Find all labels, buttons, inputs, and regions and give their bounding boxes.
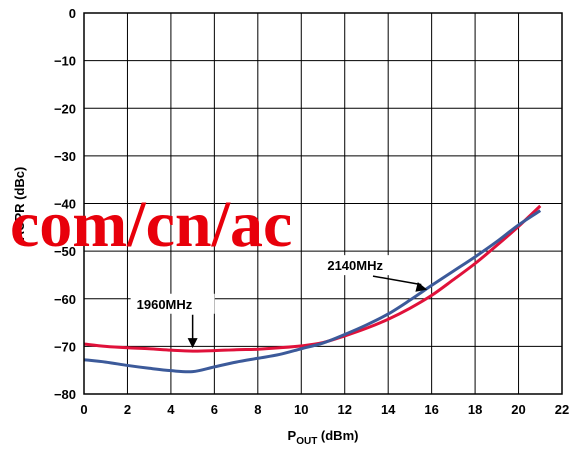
y-tick-label: −70 — [54, 339, 76, 354]
x-tick-label: 14 — [381, 402, 396, 417]
series-layer — [83, 204, 542, 374]
annotation-arrowhead — [415, 282, 428, 292]
y-tick-label: −60 — [54, 292, 76, 307]
x-tick-label: 20 — [511, 402, 525, 417]
x-tick-label: 16 — [424, 402, 438, 417]
x-tick-label: 22 — [555, 402, 569, 417]
annotation-1960mhz: 1960MHz — [137, 297, 193, 312]
y-tick-label: −50 — [54, 244, 76, 259]
annotation-arrowhead — [187, 338, 198, 349]
x-tick-label: 0 — [80, 402, 87, 417]
x-tick-label: 10 — [294, 402, 308, 417]
x-tick-label: 4 — [167, 402, 175, 417]
y-tick-labels: 0 −10 −20 −30 −40 −50 −60 −70 −80 — [54, 6, 76, 402]
x-axis-title: POUT (dBm) — [288, 428, 359, 447]
y-tick-label: 0 — [69, 6, 76, 21]
x-tick-label: 8 — [254, 402, 261, 417]
y-tick-label: −30 — [54, 149, 76, 164]
x-tick-labels: 0 2 4 6 8 10 12 14 16 18 20 22 — [80, 402, 569, 417]
y-axis-title: ACPR (dBc) — [12, 167, 27, 241]
annotation-arrow — [372, 275, 422, 286]
annotation-2140mhz: 2140MHz — [327, 258, 383, 273]
x-tick-label: 18 — [468, 402, 482, 417]
x-tick-label: 6 — [211, 402, 218, 417]
plot-frame — [83, 12, 563, 395]
y-tick-label: −20 — [54, 101, 76, 116]
y-tick-label: −40 — [54, 197, 76, 212]
x-tick-label: 12 — [337, 402, 351, 417]
y-tick-label: −80 — [54, 387, 76, 402]
annotation-bg — [130, 293, 215, 314]
annotation-layer: 1960MHz 2140MHz — [130, 255, 428, 349]
watermark-text: com/cn/ac — [10, 188, 292, 261]
x-tick-label: 2 — [124, 402, 131, 417]
series-line-2140mhz — [83, 209, 542, 374]
y-tick-label: −10 — [54, 54, 76, 69]
annotation-bg — [323, 255, 406, 276]
